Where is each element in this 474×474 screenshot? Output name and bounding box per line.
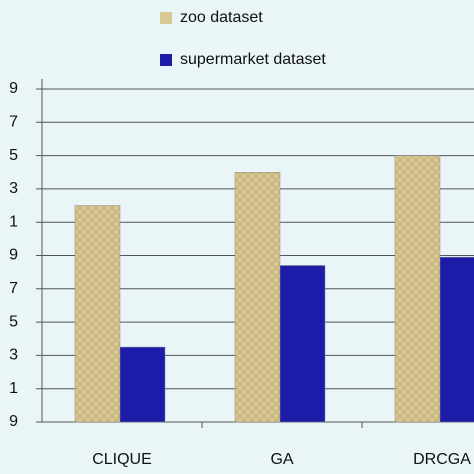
bar: [119, 346, 166, 423]
bar-texture: [395, 155, 440, 422]
y-tick-label: 5: [9, 313, 18, 330]
y-tick-label: 9: [9, 80, 18, 97]
x-tick-label: GA: [270, 451, 293, 468]
y-tick-label: 3: [9, 180, 18, 197]
y-tick-label: 9: [9, 413, 18, 430]
y-tick-label: 1: [9, 213, 18, 230]
y-tick-label: 5: [9, 147, 18, 164]
bar-texture: [235, 172, 280, 422]
x-tick-label: DRCGA: [413, 451, 471, 468]
legend-swatch: [160, 54, 172, 66]
y-tick-label: 7: [9, 280, 18, 297]
y-tick-label: 3: [9, 347, 18, 364]
y-tick-label: 7: [9, 114, 18, 131]
x-tick-label: CLIQUE: [92, 451, 152, 468]
y-tick-label: 1: [9, 380, 18, 397]
legend-swatch: [160, 12, 172, 24]
legend-label: supermarket dataset: [180, 51, 326, 68]
bar: [439, 256, 474, 423]
bar: [279, 265, 326, 423]
legend-label: zoo dataset: [180, 9, 263, 26]
bar-texture: [75, 205, 120, 422]
y-tick-label: 9: [9, 247, 18, 264]
